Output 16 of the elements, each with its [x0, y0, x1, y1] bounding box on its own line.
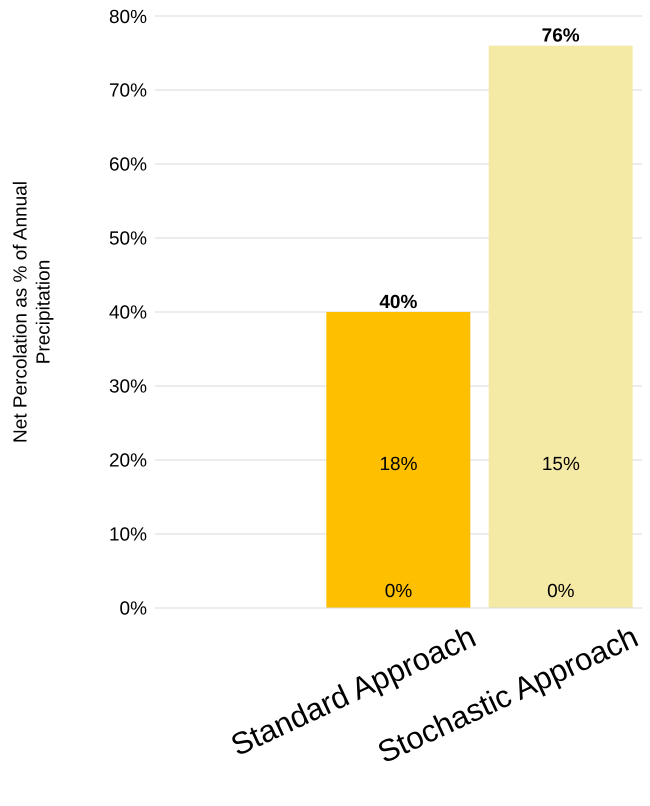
y-tick-label: 70%: [108, 80, 148, 102]
data-label: 40%: [379, 292, 418, 313]
annotation: 15%: [542, 454, 580, 475]
y-tick-label: 40%: [108, 302, 148, 324]
y-tick-label: 10%: [108, 524, 148, 546]
data-label: 76%: [542, 26, 580, 47]
y-axis-title: Net Percolation as % of Annual Precipitation: [10, 181, 54, 443]
y-tick-label: 20%: [108, 450, 148, 472]
annotation: 0%: [384, 581, 412, 602]
y-tick-label: 80%: [108, 6, 148, 28]
y-tick-label: 30%: [108, 376, 148, 398]
annotation: 0%: [547, 581, 575, 602]
annotation: 18%: [379, 454, 418, 475]
y-tick-label: 50%: [108, 228, 148, 250]
y-tick-label: 0%: [120, 598, 148, 620]
y-tick-label: 60%: [108, 154, 148, 176]
